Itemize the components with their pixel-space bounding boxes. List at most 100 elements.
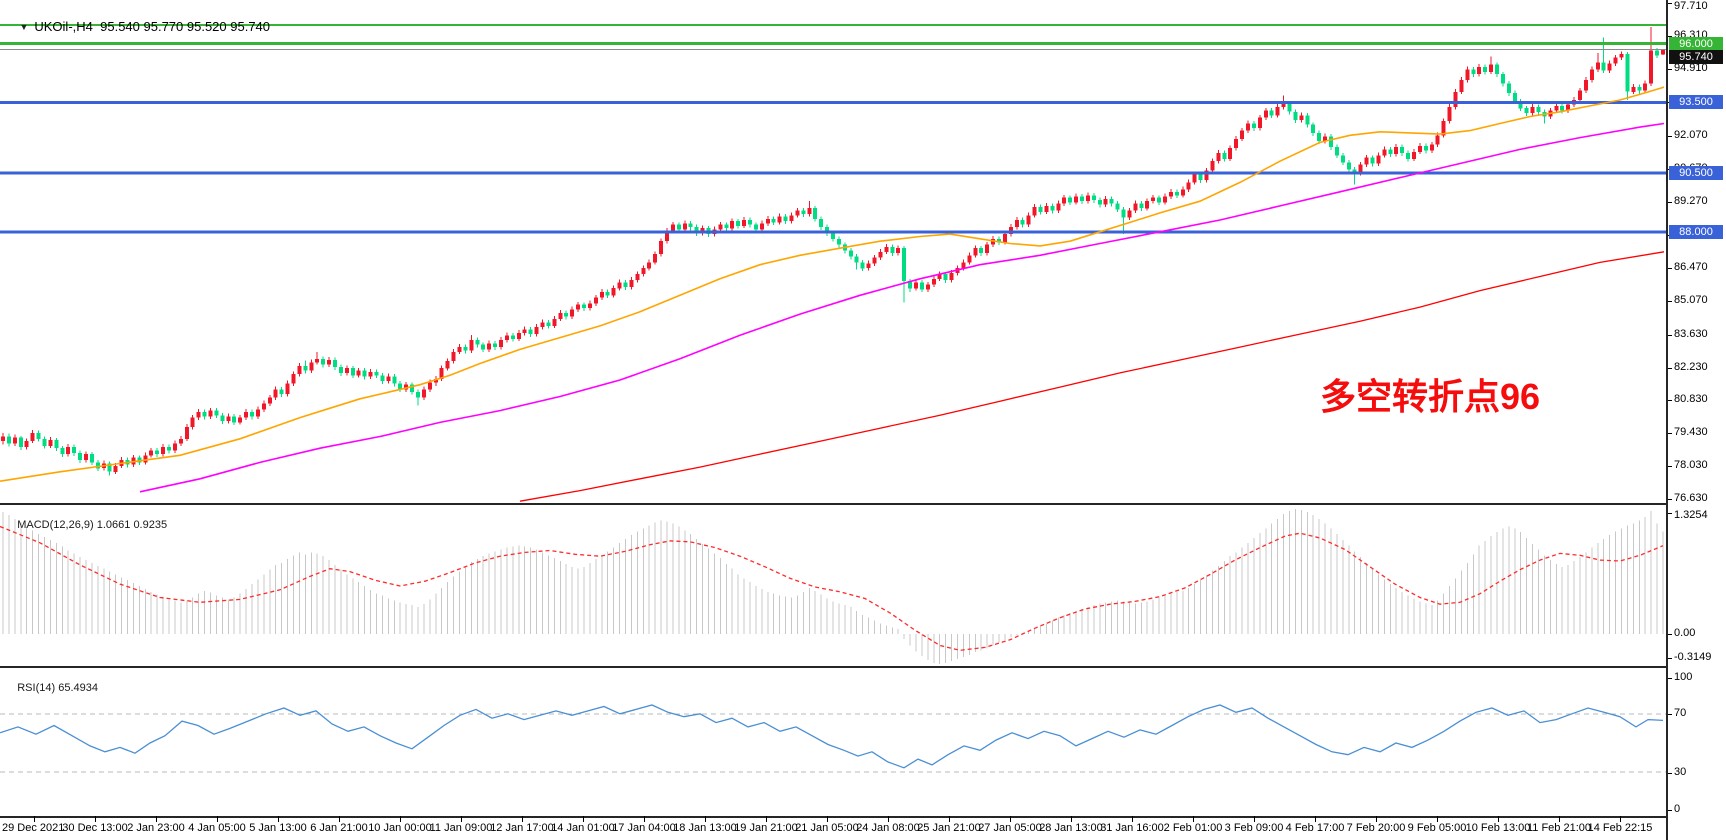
symbol-dropdown-icon[interactable]: ▼ — [19, 22, 29, 32]
chart-text-annotation[interactable]: 多空转折点96 — [1320, 376, 1541, 417]
candle-up — [1489, 64, 1494, 72]
candle-down — [1174, 191, 1179, 196]
candle-up — [1613, 57, 1618, 64]
candle-up — [1382, 149, 1387, 156]
candle-down — [688, 223, 693, 227]
candle-down — [1370, 157, 1375, 164]
candle-up — [1281, 103, 1286, 107]
ma-fast-orange-line — [0, 86, 1665, 482]
time-tick-mark — [1376, 816, 1377, 822]
price-tick-label: 78.030 — [1674, 459, 1708, 471]
candle-down — [107, 463, 112, 472]
candle-up — [255, 409, 260, 417]
macd-zero-label: 0.00 — [1674, 627, 1696, 639]
candle-up — [665, 230, 669, 242]
candle-down — [908, 281, 913, 289]
macd-indicator-pane[interactable] — [0, 505, 1666, 665]
price-tick-label: 89.270 — [1674, 195, 1708, 207]
time-tick-mark — [34, 816, 35, 822]
time-axis-label: 21 Jan 05:00 — [795, 822, 859, 834]
candle-up — [967, 255, 972, 263]
candle-up — [487, 343, 492, 350]
candle-up — [522, 329, 527, 333]
price-axis[interactable]: 97.71096.31094.91093.51092.07090.67089.2… — [1668, 0, 1726, 840]
time-axis-label: 2 Jan 23:00 — [127, 822, 185, 834]
candle-down — [42, 438, 47, 446]
candle-down — [1500, 74, 1505, 84]
candle-up — [1210, 161, 1215, 171]
price-chart-pane[interactable] — [0, 0, 1666, 503]
time-tick-mark — [1620, 816, 1621, 822]
candle-up — [872, 257, 877, 264]
time-axis-separator — [0, 816, 1726, 818]
pane-separator-1[interactable] — [0, 503, 1726, 505]
price-tick-label: 97.710 — [1674, 0, 1708, 12]
candle-up — [1246, 123, 1250, 131]
candle-down — [398, 383, 403, 390]
price-tick-mark — [1668, 3, 1672, 4]
candle-up — [884, 247, 889, 252]
candle-down — [836, 238, 841, 245]
candle-up — [1447, 107, 1452, 122]
price-tick-label: 76.630 — [1674, 492, 1708, 504]
time-axis-label: 6 Jan 21:00 — [310, 822, 368, 834]
candle-down — [1038, 207, 1043, 212]
candle-up — [386, 376, 391, 382]
candle-up — [161, 447, 166, 455]
macd-signal-value: 0.9235 — [133, 519, 168, 531]
time-tick-mark — [1437, 816, 1438, 822]
rsi-tick-mark — [1668, 714, 1672, 715]
candle-up — [576, 304, 581, 310]
candle-up — [356, 370, 361, 376]
time-axis-label: 10 Feb 13:00 — [1465, 822, 1531, 834]
candle-down — [848, 250, 853, 257]
candle-up — [368, 371, 373, 377]
candle-down — [362, 370, 367, 377]
candle-up — [593, 297, 598, 304]
candle-up — [12, 437, 17, 444]
macd-signal-line — [0, 525, 1664, 651]
candle-up — [718, 224, 723, 230]
candle-up — [1228, 148, 1233, 159]
level-93500-badge: 93.500 — [1669, 95, 1723, 109]
rsi-tick-mark — [1668, 773, 1672, 774]
price-tick-mark — [1668, 136, 1672, 137]
price-tick-label: 92.070 — [1674, 129, 1708, 141]
candle-down — [232, 416, 237, 423]
price-tick-label: 85.070 — [1674, 294, 1708, 306]
time-tick-mark — [644, 816, 645, 822]
candle-up — [961, 262, 966, 269]
time-axis-label: 24 Jan 08:00 — [856, 822, 920, 834]
time-tick-mark — [766, 816, 767, 822]
candle-down — [902, 248, 907, 282]
price-tick-label: 80.830 — [1674, 393, 1708, 405]
rsi-indicator-pane[interactable] — [0, 668, 1666, 816]
candle-down — [220, 415, 225, 422]
ohlc-values: 95.540 95.770 95.520 95.740 — [100, 19, 271, 34]
candle-down — [1495, 64, 1499, 75]
candle-down — [1080, 196, 1084, 202]
candle-up — [1435, 135, 1440, 145]
candle-down — [72, 447, 77, 453]
candle-down — [1305, 115, 1310, 125]
candle-down — [1406, 152, 1411, 159]
time-tick-mark — [949, 816, 950, 822]
pane-separator-2[interactable] — [0, 666, 1726, 668]
candle-up — [344, 368, 349, 373]
candle-down — [380, 375, 385, 382]
candle-up — [1459, 80, 1464, 92]
macd-tick-mark — [1668, 513, 1672, 514]
candle-down — [1251, 123, 1256, 129]
candle-up — [985, 244, 990, 253]
candle-down — [1157, 197, 1162, 203]
candle-down — [546, 322, 551, 326]
time-tick-mark — [705, 816, 706, 822]
candle-up — [427, 382, 432, 390]
price-tick-mark — [1668, 499, 1672, 500]
time-tick-mark — [217, 816, 218, 822]
candle-up — [777, 216, 782, 223]
symbol-period-label: UKOil-,H4 — [34, 19, 93, 34]
candle-down — [1560, 105, 1565, 111]
macd-min-label: -0.3149 — [1674, 651, 1712, 663]
candle-down — [475, 340, 480, 345]
